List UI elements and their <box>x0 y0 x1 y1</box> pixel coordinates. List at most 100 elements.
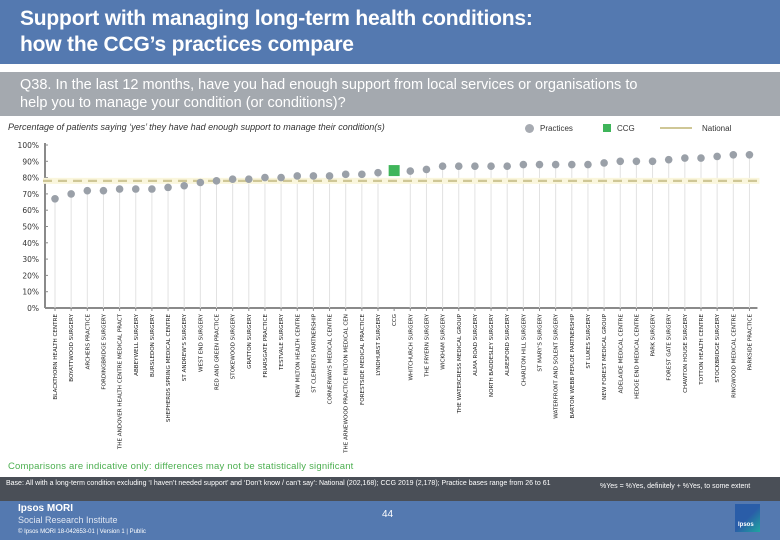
y-tick-label: 100% <box>18 141 39 150</box>
y-tick-label: 30% <box>22 255 39 264</box>
x-tick-label: WHITCHURCH SURGERY <box>408 313 414 380</box>
y-tick-label: 70% <box>22 190 39 199</box>
copyright-text: © Ipsos MORI 18-042653-01 | Version 1 | … <box>18 529 146 535</box>
practice-point <box>228 175 237 184</box>
practice-point <box>341 170 350 179</box>
x-tick-label: STOCKBRIDGE SURGERY <box>715 313 721 382</box>
x-tick-label: FORESTSIDE MEDICAL PRACTICE <box>360 314 366 405</box>
practice-point <box>67 190 75 198</box>
x-tick-label: THE ARNEWOOD PRACTICE MILTON MEDICAL CEN <box>344 314 350 454</box>
practice-point <box>131 185 140 193</box>
x-axis-labels: BLACKTHORN HEALTH CENTRE BOYATTWOOD SURGE… <box>53 313 753 454</box>
x-tick-label: PARK SURGERY <box>651 313 657 356</box>
question-bar: Q38. In the last 12 months, have you had… <box>0 72 780 116</box>
y-tick-label: 10% <box>22 288 39 297</box>
practice-point <box>600 159 608 167</box>
x-tick-label: GRATTON SURGERY <box>247 313 253 368</box>
x-tick-label: RED AND GREEN PRACTICE <box>215 314 221 390</box>
x-tick-label: ST MARY'S SURGERY <box>538 313 544 371</box>
x-tick-label: TOTTON HEALTH CENTRE <box>699 314 705 386</box>
y-axis: 0% 10% 20% 30% 40% 50% 60% 70% 80% 90% 100% <box>18 141 758 313</box>
x-tick-label: BLACKTHORN HEALTH CENTRE <box>53 314 59 400</box>
question-text: Q38. In the last 12 months, have you had… <box>20 76 637 112</box>
practice-point <box>519 160 528 169</box>
practice-point <box>616 157 625 166</box>
x-tick-label: ARCHERS PRACTICE <box>85 314 91 370</box>
x-tick-label: CHAWTON HOUSE SURGERY <box>683 313 689 392</box>
x-tick-label: BURSLEDON SURGERY <box>150 313 156 377</box>
base-text: Base: All with a long-term condition exc… <box>6 480 551 487</box>
practice-point <box>406 167 415 175</box>
legend-item-national: National <box>660 121 731 135</box>
practice-point <box>309 172 318 180</box>
practice-point <box>83 186 92 195</box>
y-tick-label: 60% <box>22 206 39 215</box>
page-title: Support with managing long-term health c… <box>20 6 533 58</box>
x-tick-label: THE ANDOVER HEALTH CENTRE MEDICAL PRACT <box>118 313 124 450</box>
base-bar: Base: All with a long-term condition exc… <box>0 477 780 501</box>
y-tick-label: 40% <box>22 239 39 248</box>
x-tick-label: BARTON WEBB PEPLOE PARTNERSHIP <box>570 313 576 418</box>
practice-point <box>99 186 108 195</box>
x-tick-label: ST LUKES SURGERY <box>586 313 592 368</box>
practice-point <box>454 162 463 170</box>
legend-item-practices: Practices <box>525 121 573 135</box>
x-tick-label: ABBEYWELL SURGERY <box>134 313 140 375</box>
data-points <box>51 150 754 203</box>
practice-point <box>293 172 302 180</box>
practice-point <box>632 157 641 166</box>
practice-point <box>729 150 738 159</box>
legend-label-practices: Practices <box>540 123 573 133</box>
x-tick-label: WEST END SURGERY <box>198 313 204 372</box>
x-tick-label: WICKHAM SURGERY <box>441 313 447 369</box>
header-bar: Support with managing long-term health c… <box>0 0 780 64</box>
practice-point <box>713 152 721 161</box>
practice-point <box>261 173 269 182</box>
x-tick-label: FRIARSGATE PRACTICE <box>263 314 269 378</box>
practice-point <box>487 162 495 170</box>
x-tick-label: THE FRYERN SURGERY <box>424 313 430 377</box>
legend-item-ccg: CCG <box>603 121 635 135</box>
x-tick-label: TESTVALE SURGERY <box>279 313 285 371</box>
chart-title: Percentage of patients saying ‘yes’ they… <box>8 122 385 132</box>
x-tick-label: BOYATTWOOD SURGERY <box>69 313 75 381</box>
question-line-1: Q38. In the last 12 months, have you had… <box>20 77 638 93</box>
x-tick-label: ALRESFORD SURGERY <box>505 313 511 375</box>
x-tick-label: NEW FOREST MEDICAL GROUP <box>602 313 608 399</box>
brand-name: Ipsos MORI <box>18 503 74 514</box>
practice-point <box>745 150 754 159</box>
x-tick-label: RINGWOOD MEDICAL CENTRE <box>731 314 737 398</box>
practice-point <box>212 177 221 185</box>
practice-point <box>358 170 366 179</box>
x-tick-label: FOREST GATE SURGERY <box>667 313 673 380</box>
practice-point <box>115 185 124 193</box>
practice-point <box>438 162 447 170</box>
x-tick-label: ST CLEMENTS PARTNERSHIP <box>311 313 317 392</box>
question-line-2: help you to manage your condition (or co… <box>20 95 346 111</box>
legend-label-national: National <box>702 123 732 133</box>
practice-point <box>148 185 156 193</box>
legend-label-ccg: CCG <box>617 123 635 133</box>
title-line-2: how the CCG’s practices compare <box>20 33 354 56</box>
y-tick-label: 0% <box>27 304 39 313</box>
practice-point <box>180 181 188 190</box>
ccg-point <box>388 165 400 177</box>
stems <box>54 154 750 308</box>
x-tick-label: THE WATERCRESS MEDICAL GROUP <box>457 313 463 414</box>
x-tick-label: CCG <box>392 314 398 326</box>
practice-point <box>51 194 59 203</box>
dot-plot-chart: 0% 10% 20% 30% 40% 50% 60% 70% 80% 90% 100% BLACKT… <box>18 141 760 454</box>
x-tick-label: NEW MILTON HEALTH CENTRE <box>295 314 301 398</box>
practice-point <box>568 160 576 169</box>
practice-point <box>471 162 479 170</box>
x-tick-label: CHARLTON HILL SURGERY <box>521 313 527 386</box>
title-line-1: Support with managing long-term health c… <box>20 7 533 30</box>
yes-definition: %Yes = %Yes, definitely + %Yes, to some … <box>600 483 751 490</box>
practice-point <box>245 175 253 184</box>
practice-point <box>681 154 689 162</box>
national-line-icon <box>660 127 692 129</box>
practice-point <box>196 178 205 187</box>
practice-point <box>164 183 172 192</box>
y-tick-label: 50% <box>22 223 39 232</box>
ccg-square-icon <box>603 124 611 132</box>
